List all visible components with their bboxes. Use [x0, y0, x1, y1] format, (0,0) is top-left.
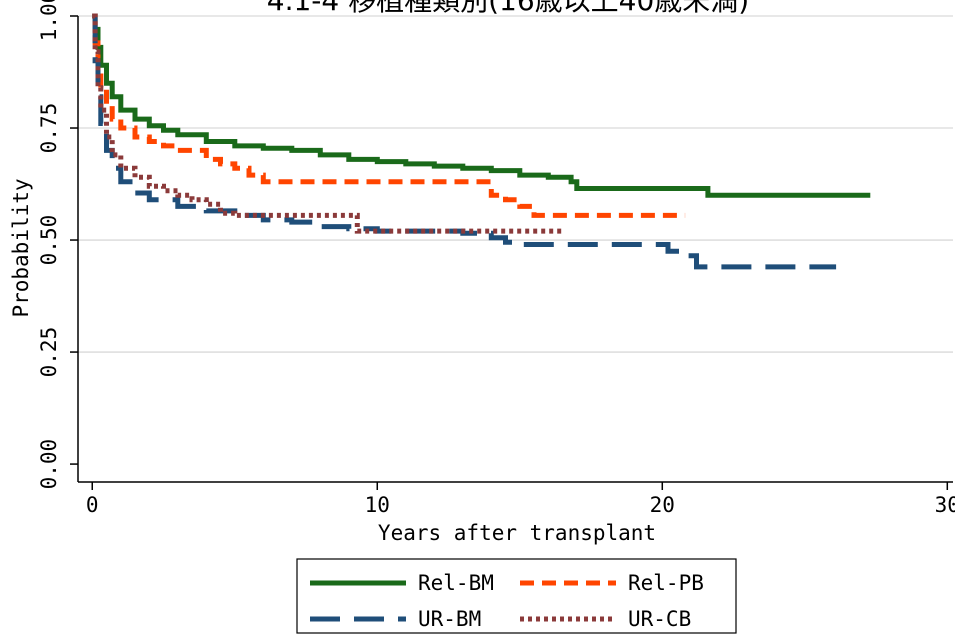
legend: Rel-BM Rel-PB UR-BM UR-CB: [296, 558, 737, 634]
series-lines: [92, 13, 871, 270]
x-tick-label: 30: [935, 493, 955, 517]
legend-label-rel-pb: Rel-PB: [628, 571, 704, 595]
x-tick-label: 10: [365, 493, 390, 517]
legend-label-ur-bm: UR-BM: [418, 607, 481, 631]
legend-label-rel-bm: Rel-BM: [418, 571, 494, 595]
x-tick-label: 20: [650, 493, 675, 517]
x-axis-label: Years after transplant: [378, 521, 656, 545]
legend-label-ur-cb: UR-CB: [628, 607, 691, 631]
x-tick-label: 0: [86, 493, 99, 517]
series-line-ur-cb: [92, 13, 563, 234]
series-line-rel-pb: [92, 13, 686, 218]
plot-frame: [78, 16, 953, 482]
y-tick-label: 0.75: [37, 103, 61, 154]
y-tick-label: 0.50: [37, 215, 61, 266]
y-axis-label: Probability: [9, 178, 33, 317]
chart-title: 4.1-4 移植種類別(16歳以上40歳未満): [267, 0, 749, 17]
series-line-rel-bm: [92, 13, 871, 198]
y-axis-ticks: 0.00 0.25 0.50 0.75 1.00: [37, 0, 78, 489]
y-tick-label: 1.00: [37, 0, 61, 41]
x-axis-ticks: 0 10 20 30: [86, 482, 955, 517]
y-gridlines: [78, 15, 953, 353]
y-tick-label: 0.25: [37, 327, 61, 378]
y-tick-label: 0.00: [37, 439, 61, 490]
